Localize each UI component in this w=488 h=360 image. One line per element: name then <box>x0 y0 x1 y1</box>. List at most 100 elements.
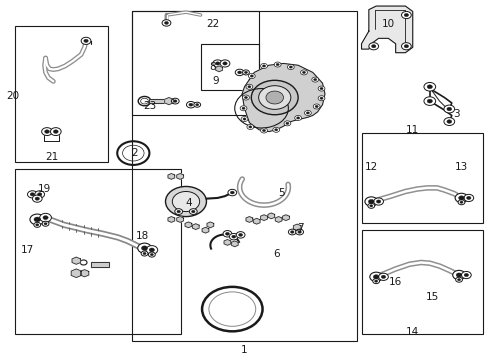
Circle shape <box>466 196 470 199</box>
Circle shape <box>289 66 292 68</box>
Circle shape <box>81 37 91 44</box>
Text: 4: 4 <box>185 198 191 208</box>
Bar <box>149 99 163 103</box>
Circle shape <box>150 253 153 256</box>
Circle shape <box>248 73 255 78</box>
Circle shape <box>454 193 467 203</box>
Circle shape <box>274 62 281 67</box>
Polygon shape <box>80 270 89 277</box>
Circle shape <box>240 106 246 111</box>
Circle shape <box>265 91 283 104</box>
Circle shape <box>172 192 199 212</box>
Circle shape <box>248 126 251 128</box>
Circle shape <box>247 86 250 88</box>
Circle shape <box>53 130 58 133</box>
Circle shape <box>251 80 298 115</box>
Bar <box>132 12 356 341</box>
Circle shape <box>313 78 316 81</box>
Circle shape <box>35 197 40 200</box>
Circle shape <box>458 196 464 200</box>
Circle shape <box>195 104 198 106</box>
Circle shape <box>290 231 293 233</box>
Circle shape <box>83 39 88 42</box>
Circle shape <box>244 71 247 73</box>
Circle shape <box>404 13 408 17</box>
Circle shape <box>223 62 227 65</box>
Circle shape <box>141 246 147 251</box>
Circle shape <box>27 191 37 198</box>
Text: 11: 11 <box>405 125 419 135</box>
Polygon shape <box>192 224 199 229</box>
Circle shape <box>297 231 301 233</box>
Circle shape <box>423 82 435 91</box>
Text: 10: 10 <box>381 19 394 29</box>
Circle shape <box>305 112 309 114</box>
Text: 3: 3 <box>452 109 459 119</box>
Text: 7: 7 <box>297 224 303 233</box>
Circle shape <box>376 200 380 203</box>
Circle shape <box>369 205 372 207</box>
Circle shape <box>457 200 464 205</box>
Circle shape <box>427 99 431 103</box>
Polygon shape <box>253 219 260 224</box>
Text: 13: 13 <box>454 162 467 172</box>
Text: 14: 14 <box>405 327 419 337</box>
Circle shape <box>427 85 431 89</box>
Circle shape <box>165 186 206 217</box>
Circle shape <box>245 84 252 89</box>
Circle shape <box>260 63 267 68</box>
Circle shape <box>243 118 245 120</box>
Circle shape <box>288 229 296 235</box>
Circle shape <box>141 251 148 256</box>
Circle shape <box>225 232 229 235</box>
Text: 1: 1 <box>241 345 247 355</box>
Circle shape <box>276 63 279 66</box>
Circle shape <box>463 273 468 276</box>
Bar <box>15 169 181 334</box>
Circle shape <box>30 214 44 225</box>
Circle shape <box>36 224 39 226</box>
Circle shape <box>304 111 311 116</box>
Polygon shape <box>242 63 325 132</box>
Circle shape <box>369 272 382 282</box>
Circle shape <box>401 12 410 19</box>
Circle shape <box>285 122 288 125</box>
Text: 23: 23 <box>142 102 156 112</box>
Circle shape <box>371 45 375 48</box>
Circle shape <box>246 125 253 130</box>
Circle shape <box>191 210 195 213</box>
Circle shape <box>461 271 470 279</box>
Polygon shape <box>275 217 282 222</box>
Circle shape <box>250 75 253 77</box>
Circle shape <box>318 86 325 91</box>
Circle shape <box>162 20 170 26</box>
Circle shape <box>41 128 52 135</box>
Text: 2: 2 <box>131 148 138 158</box>
Polygon shape <box>206 222 213 228</box>
Polygon shape <box>361 6 412 53</box>
Polygon shape <box>168 174 174 179</box>
Bar <box>149 99 163 103</box>
Circle shape <box>40 213 51 222</box>
Circle shape <box>173 100 177 102</box>
Circle shape <box>319 87 323 90</box>
Circle shape <box>44 222 47 225</box>
Polygon shape <box>176 217 183 222</box>
Circle shape <box>287 64 294 69</box>
Circle shape <box>302 71 305 73</box>
Circle shape <box>443 105 454 113</box>
Circle shape <box>372 275 378 279</box>
Circle shape <box>457 279 460 281</box>
Circle shape <box>174 209 182 215</box>
Circle shape <box>262 65 265 67</box>
Circle shape <box>313 104 320 109</box>
Circle shape <box>272 127 279 132</box>
Circle shape <box>284 121 290 126</box>
Circle shape <box>236 231 244 238</box>
Circle shape <box>177 210 180 213</box>
Text: 21: 21 <box>45 152 59 162</box>
Circle shape <box>294 116 301 121</box>
Circle shape <box>230 191 234 194</box>
Circle shape <box>367 203 374 208</box>
Circle shape <box>443 118 454 126</box>
